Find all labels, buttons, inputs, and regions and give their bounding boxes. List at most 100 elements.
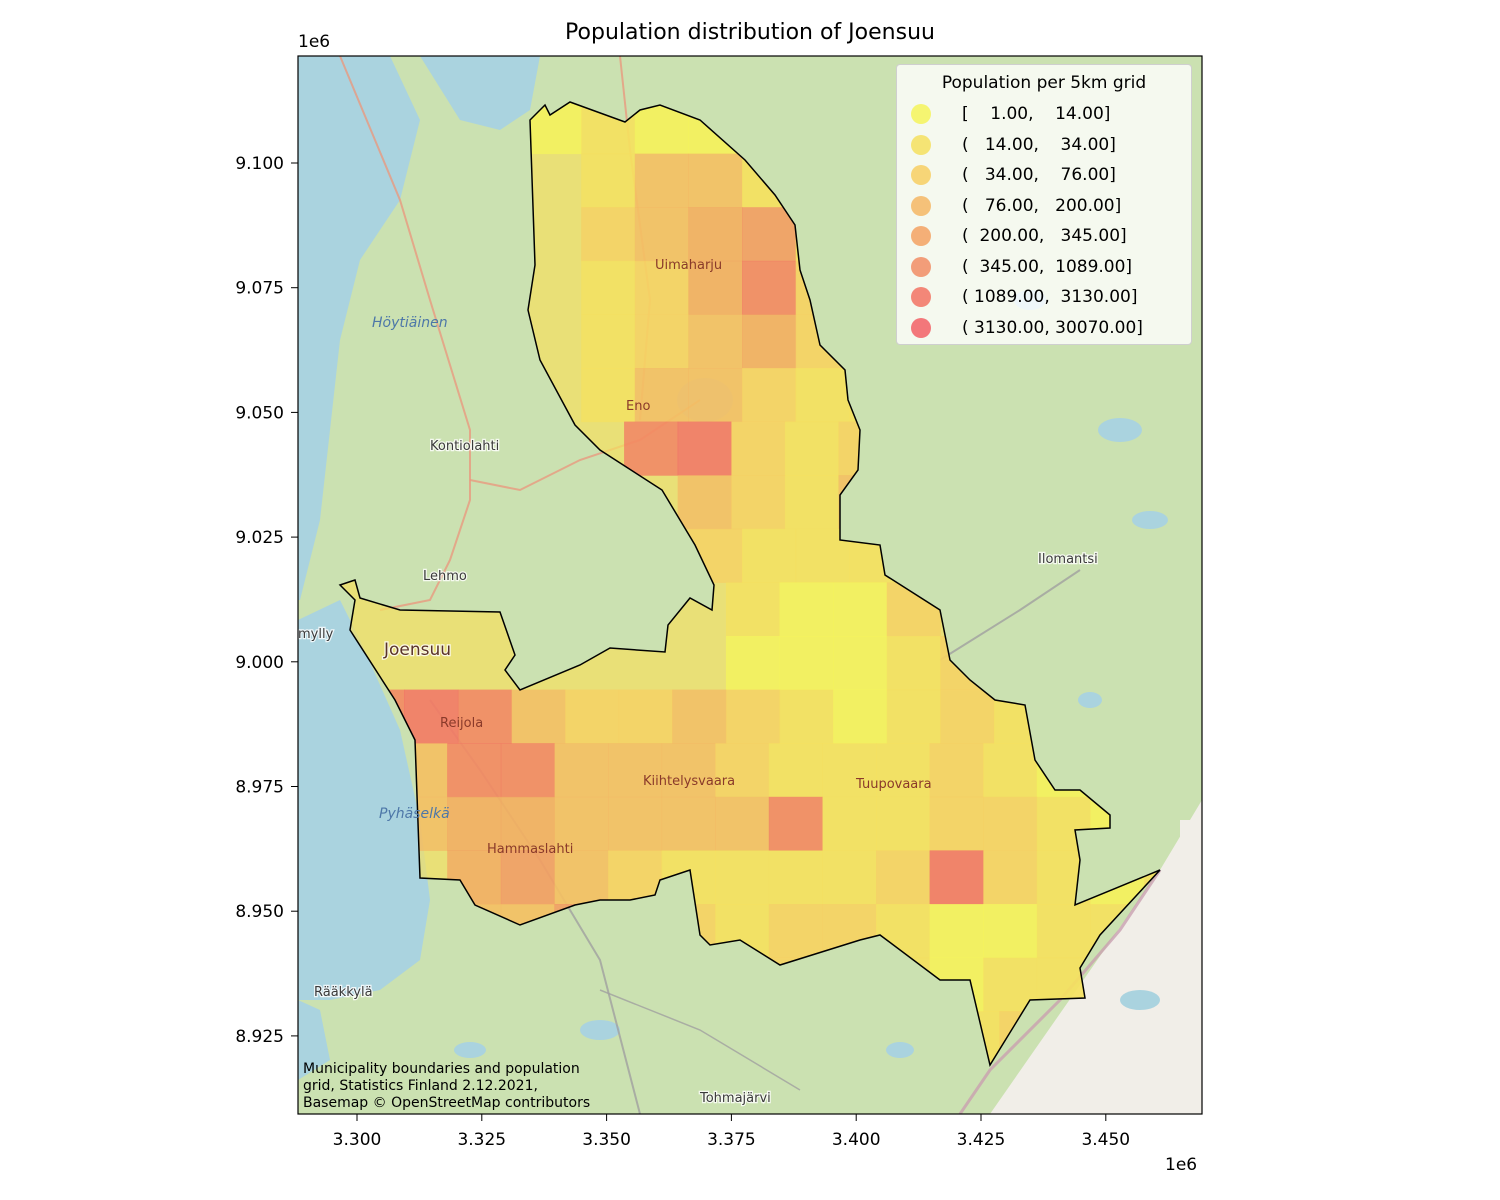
- place-tuupovaara: Tuupovaara: [855, 777, 932, 792]
- grid-cell: [742, 368, 797, 423]
- x-tick-label: 3.450: [1081, 1130, 1130, 1150]
- grid-cell: [784, 475, 839, 530]
- legend-item: ( 3130.00, 30070.00]: [911, 313, 1143, 343]
- grid-cell: [715, 850, 770, 905]
- grid-cell: [672, 689, 727, 744]
- legend-swatch: [911, 165, 931, 185]
- y-tick-label: 8.975: [235, 778, 284, 798]
- y-tick-label: 9.025: [235, 528, 284, 548]
- grid-cell: [1198, 904, 1252, 958]
- grid-cell: [634, 368, 689, 423]
- place-kontiolahti: Kontiolahti: [430, 439, 499, 454]
- legend-label: ( 1089.00, 3130.00]: [962, 287, 1138, 307]
- grid-cell: [876, 743, 931, 798]
- attribution-line: grid, Statistics Finland 2.12.2021,: [303, 1078, 538, 1094]
- grid-cell: [608, 743, 663, 798]
- grid-cell: [779, 582, 834, 637]
- legend-item: ( 34.00, 76.00]: [911, 160, 1116, 190]
- grid-cell: [742, 528, 797, 583]
- place-ilomantsi: Ilomantsi: [1038, 552, 1098, 567]
- legend-label: [ 1.00, 14.00]: [962, 104, 1111, 124]
- grid-cell: [768, 904, 823, 959]
- grid-cell: [876, 850, 931, 905]
- place-reijola: Reijola: [440, 716, 483, 731]
- grid-cell: [779, 689, 834, 744]
- y-tick-label: 9.100: [235, 154, 284, 174]
- grid-cell: [565, 689, 620, 744]
- grid-cell: [822, 850, 877, 905]
- legend-label: ( 345.00, 1089.00]: [962, 256, 1133, 277]
- x-tick-label: 3.400: [832, 1130, 881, 1150]
- place-kiihtelysvaara: Kiihtelysvaara: [643, 774, 735, 789]
- grid-cell: [768, 796, 823, 851]
- grid-cell: [742, 260, 797, 315]
- legend-label: ( 76.00, 200.00]: [962, 195, 1122, 216]
- grid-cell: [929, 743, 984, 798]
- grid-cell: [833, 582, 888, 637]
- grid-cell: [447, 743, 502, 798]
- grid-cell: [1036, 904, 1091, 959]
- grid-cell: [500, 850, 555, 905]
- grid-cell: [581, 207, 636, 262]
- grid-cell: [500, 743, 555, 798]
- grid-cell: [634, 314, 689, 369]
- x-tick-label: 3.375: [707, 1130, 756, 1150]
- place-uimaharju: Uimaharju: [655, 258, 722, 273]
- grid-cell: [715, 743, 770, 798]
- legend-label: ( 3130.00, 30070.00]: [962, 317, 1143, 338]
- place-eno: Eno: [626, 399, 650, 414]
- grid-cell: [715, 796, 770, 851]
- grid-cell: [634, 260, 689, 315]
- grid-cell: [795, 368, 850, 423]
- x-axis: 3.300 3.325 3.350 3.375 3.400 3.425 3.450: [333, 1114, 1130, 1150]
- grid-cell: [731, 475, 786, 530]
- legend-swatch: [911, 317, 931, 338]
- grid-cell: [688, 153, 743, 208]
- x-offset-label: 1e6: [1165, 1155, 1198, 1175]
- y-offset-label: 1e6: [298, 32, 331, 52]
- legend-label: ( 34.00, 76.00]: [962, 165, 1116, 185]
- place-tohmajarvi: Tohmajärvi: [699, 1091, 771, 1106]
- legend-item: ( 76.00, 200.00]: [911, 191, 1121, 221]
- grid-cell: [822, 743, 877, 798]
- place-lehmo: Lehmo: [423, 569, 467, 584]
- place-hoytiainen: Höytiäinen: [372, 315, 448, 331]
- grid-cell: [677, 475, 732, 530]
- grid-cell: [581, 368, 636, 423]
- place-hammaslahti: Hammaslahti: [487, 842, 573, 857]
- grid-cell: [447, 796, 502, 851]
- grid-cell: [742, 314, 797, 369]
- grid-cell: [404, 689, 459, 744]
- grid-cell: [554, 743, 609, 798]
- place-mylly: mylly: [298, 627, 334, 642]
- municipality-boundary: [338, 101, 1161, 1067]
- grid-cell: [779, 636, 834, 691]
- legend-swatch: [911, 287, 931, 307]
- grid-cell: [983, 850, 1038, 905]
- place-labels: Höytiäinen Kontiolahti Lehmo mylly Joens…: [297, 258, 1099, 1107]
- x-tick-label: 3.325: [457, 1130, 506, 1150]
- legend-title: Population per 5km grid: [941, 73, 1147, 93]
- grid-cell: [688, 368, 743, 423]
- grid-cell: [940, 689, 995, 744]
- legend-swatch: [911, 195, 931, 216]
- grid-cell: [983, 904, 1038, 959]
- legend: Population per 5km grid [ 1.00, 14.00] ( …: [896, 64, 1192, 345]
- grid-cell: [581, 314, 636, 369]
- legend-item: ( 200.00, 345.00]: [911, 221, 1127, 251]
- grid-cell: [742, 207, 797, 262]
- grid-cell: [876, 796, 931, 851]
- grid-cell: [822, 796, 877, 851]
- y-tick-label: 9.075: [235, 279, 284, 299]
- legend-label: ( 200.00, 345.00]: [962, 226, 1127, 246]
- grid-cell: [581, 260, 636, 315]
- grid-cell: [833, 636, 888, 691]
- grid-cell: [618, 689, 673, 744]
- grid-cell: [983, 796, 1038, 851]
- legend-label: ( 14.00, 34.00]: [962, 134, 1116, 155]
- attribution-line: Municipality boundaries and population: [303, 1061, 580, 1077]
- x-tick-label: 3.300: [333, 1130, 382, 1150]
- grid-cell: [886, 689, 941, 744]
- legend-swatch: [911, 104, 931, 124]
- grid-cell: [768, 743, 823, 798]
